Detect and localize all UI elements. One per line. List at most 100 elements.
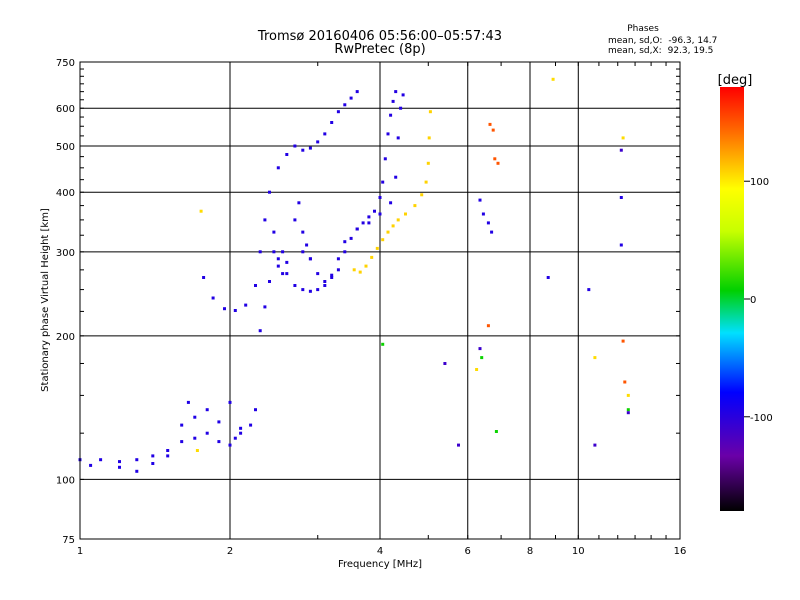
data-point-127 (486, 324, 490, 328)
data-point-109 (413, 204, 417, 208)
y-tick-label-6: 600 (56, 104, 75, 115)
data-point-103 (375, 246, 379, 250)
data-point-123 (488, 122, 492, 126)
data-point-57 (330, 273, 334, 277)
data-point-91 (373, 209, 376, 213)
data-point-146 (626, 411, 630, 415)
data-point-92 (378, 196, 382, 199)
data-point-68 (276, 166, 280, 170)
data-point-107 (396, 218, 400, 222)
data-point-132 (475, 368, 479, 371)
data-point-86 (343, 250, 347, 254)
x-tick-labels: 1 2 4 6 8 10 16 (77, 546, 687, 557)
data-point-102 (370, 255, 374, 259)
data-point-23 (205, 408, 209, 412)
x-tick-label-0: 1 (77, 546, 83, 557)
data-point-27 (202, 276, 206, 279)
data-point-108 (404, 212, 407, 216)
data-point-48 (272, 250, 276, 254)
data-point-84 (330, 276, 334, 279)
data-point-94 (383, 157, 387, 161)
data-point-35 (268, 190, 271, 194)
stats-row-o-value: -96.3, 14.7 (668, 36, 717, 46)
data-point-110 (420, 193, 424, 197)
data-point-46 (263, 305, 267, 309)
data-point-52 (293, 284, 297, 287)
data-point-28 (211, 296, 215, 300)
y-tick-label-1: 100 (56, 475, 75, 486)
data-point-93 (381, 180, 385, 184)
data-point-12 (233, 436, 237, 440)
x-tick-label-2: 4 (377, 546, 383, 557)
data-point-140 (626, 408, 630, 412)
data-point-142 (478, 347, 482, 351)
data-point-15 (254, 408, 257, 412)
data-point-118 (490, 230, 494, 234)
data-point-85 (336, 268, 340, 272)
data-point-7 (180, 440, 184, 444)
data-point-6 (166, 449, 170, 452)
data-point-130 (199, 209, 203, 213)
data-point-51 (285, 272, 289, 276)
data-point-2 (99, 458, 103, 462)
x-axis-label: Frequency [MHz] (338, 559, 422, 570)
data-point-87 (349, 236, 353, 240)
data-point-18 (151, 462, 155, 465)
data-point-8 (193, 436, 197, 440)
data-point-126 (496, 161, 500, 165)
data-point-99 (352, 268, 356, 272)
data-point-83 (323, 280, 327, 283)
data-point-134 (621, 136, 625, 140)
data-point-97 (391, 99, 395, 103)
data-point-39 (285, 260, 289, 264)
data-point-77 (343, 103, 347, 107)
data-point-62 (378, 212, 382, 216)
data-point-24 (217, 420, 221, 424)
data-point-80 (301, 250, 305, 254)
data-point-11 (228, 443, 232, 447)
data-point-40 (293, 218, 297, 222)
data-point-4 (135, 458, 139, 462)
data-point-74 (323, 132, 327, 136)
data-point-66 (399, 106, 403, 110)
data-point-58 (336, 257, 340, 261)
data-point-30 (233, 309, 237, 312)
data-point-33 (258, 250, 262, 254)
data-point-128 (621, 339, 625, 343)
data-point-120 (587, 288, 591, 292)
data-point-125 (493, 157, 497, 161)
colorbar-tick-label-2: -100 (750, 413, 773, 424)
data-point-88 (355, 227, 359, 231)
data-point-101 (364, 264, 368, 268)
x-tick-label-4: 8 (527, 546, 533, 557)
data-point-1 (89, 463, 93, 467)
colorbar (720, 87, 744, 511)
data-point-131 (195, 449, 199, 452)
y-tick-label-3: 300 (56, 248, 75, 259)
stats-row-x-label: mean, sd,X: (608, 46, 662, 56)
x-tick-label-1: 2 (227, 546, 233, 557)
data-point-50 (281, 250, 285, 254)
data-point-81 (308, 257, 312, 261)
data-point-17 (135, 469, 139, 473)
y-tick-label-2: 200 (56, 332, 75, 343)
data-point-124 (491, 128, 495, 132)
data-point-19 (166, 454, 170, 458)
data-point-137 (494, 430, 498, 433)
data-point-45 (258, 329, 262, 333)
data-point-70 (293, 144, 297, 148)
data-points (78, 77, 630, 473)
data-point-95 (386, 132, 390, 136)
data-point-65 (396, 136, 400, 140)
data-point-59 (343, 240, 347, 244)
data-point-105 (386, 230, 390, 234)
data-point-14 (249, 423, 253, 427)
data-point-34 (263, 218, 267, 222)
data-point-22 (193, 415, 197, 419)
data-point-115 (478, 198, 482, 202)
data-point-72 (308, 146, 312, 150)
data-point-106 (391, 224, 395, 228)
data-point-61 (367, 221, 371, 225)
data-point-121 (619, 243, 623, 247)
